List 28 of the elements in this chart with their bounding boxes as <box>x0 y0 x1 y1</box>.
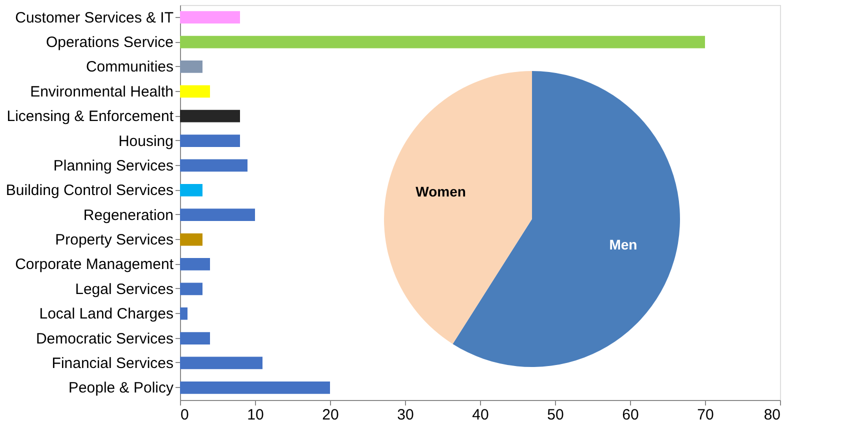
y-tick-label: Housing <box>118 132 174 150</box>
y-tick-label: Operations Service <box>46 34 174 52</box>
y-tick-label: Communities <box>86 58 174 76</box>
x-tick-label: 0 <box>180 406 189 424</box>
x-tick-label: 60 <box>622 406 639 424</box>
pie-slice <box>384 71 532 344</box>
x-tick-label: 20 <box>322 406 339 424</box>
x-tick-label: 70 <box>697 406 714 424</box>
x-tick-label: 10 <box>247 406 264 424</box>
y-tick-label: Customer Services & IT <box>15 9 174 26</box>
x-tick-label: 50 <box>547 406 564 424</box>
y-tick-label: Legal Services <box>75 280 174 298</box>
y-tick-label: Environmental Health <box>30 83 174 100</box>
y-tick-label: Corporate Management <box>15 256 174 274</box>
x-tick-label: 30 <box>397 406 414 424</box>
y-tick-label: Democratic Services <box>36 330 174 348</box>
slice-label: Women <box>416 183 466 200</box>
y-tick-label: Planning Services <box>53 157 174 174</box>
y-tick-label: Financial Services <box>52 354 174 372</box>
y-tick-label: Local Land Charges <box>39 306 174 323</box>
y-tick-label: People & Policy <box>68 380 174 397</box>
y-tick-label: Property Services <box>55 232 174 249</box>
y-tick-label: Regeneration <box>83 206 174 224</box>
slice-label: Men <box>609 236 638 253</box>
y-tick-label: Licensing & Enforcement <box>6 108 174 126</box>
x-tick-label: 80 <box>764 406 780 424</box>
x-tick-label: 40 <box>472 406 489 424</box>
y-tick-label: Building Control Services <box>6 182 174 200</box>
